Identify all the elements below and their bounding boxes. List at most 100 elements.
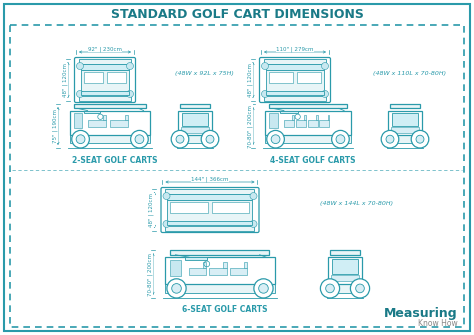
- Bar: [244, 262, 246, 268]
- Bar: [330, 250, 360, 255]
- Bar: [182, 113, 208, 126]
- Bar: [284, 121, 294, 127]
- Bar: [332, 259, 358, 274]
- Circle shape: [167, 279, 186, 298]
- Bar: [189, 268, 206, 275]
- Bar: [167, 194, 253, 200]
- Bar: [210, 268, 227, 275]
- Bar: [297, 72, 321, 83]
- Circle shape: [76, 90, 83, 97]
- Circle shape: [271, 135, 280, 144]
- FancyBboxPatch shape: [74, 58, 136, 103]
- Bar: [264, 96, 326, 101]
- Text: 48" | 120cm: 48" | 120cm: [247, 63, 253, 97]
- Circle shape: [76, 135, 85, 144]
- Circle shape: [332, 130, 349, 148]
- Bar: [165, 226, 255, 231]
- Bar: [81, 64, 129, 70]
- Bar: [392, 113, 418, 126]
- Bar: [178, 111, 212, 135]
- Bar: [292, 115, 294, 121]
- Bar: [88, 121, 106, 127]
- Text: STANDARD GOLF CART DIMENSIONS: STANDARD GOLF CART DIMENSIONS: [110, 7, 364, 20]
- Bar: [223, 262, 227, 268]
- Bar: [185, 257, 207, 260]
- Bar: [171, 250, 270, 255]
- Bar: [79, 96, 131, 101]
- Bar: [74, 104, 146, 109]
- Circle shape: [250, 193, 257, 200]
- FancyBboxPatch shape: [259, 58, 330, 103]
- Text: 48" | 120cm: 48" | 120cm: [149, 193, 154, 227]
- Text: (48W x 110L x 70-80H): (48W x 110L x 70-80H): [373, 70, 446, 75]
- Bar: [70, 135, 150, 143]
- Bar: [182, 127, 209, 133]
- Circle shape: [321, 90, 328, 97]
- Bar: [74, 113, 82, 128]
- Text: 70-80" | 200cm: 70-80" | 200cm: [147, 253, 153, 295]
- Circle shape: [201, 130, 219, 148]
- Circle shape: [135, 135, 144, 144]
- Text: 2-SEAT GOLF CARTS: 2-SEAT GOLF CARTS: [72, 155, 158, 164]
- Circle shape: [172, 284, 182, 293]
- Circle shape: [356, 284, 365, 293]
- Bar: [167, 200, 253, 224]
- Bar: [81, 70, 129, 94]
- Bar: [328, 257, 362, 284]
- Bar: [308, 121, 318, 127]
- Bar: [264, 59, 326, 64]
- Bar: [281, 111, 298, 113]
- Bar: [165, 284, 275, 293]
- Bar: [388, 111, 422, 135]
- Circle shape: [321, 63, 328, 70]
- Bar: [390, 104, 420, 109]
- Text: 110" | 279cm: 110" | 279cm: [276, 46, 314, 52]
- Bar: [266, 64, 324, 70]
- Bar: [81, 91, 129, 95]
- Bar: [266, 70, 324, 94]
- Bar: [70, 111, 150, 135]
- Circle shape: [336, 135, 345, 144]
- Circle shape: [350, 279, 370, 298]
- Circle shape: [127, 90, 134, 97]
- Circle shape: [381, 130, 399, 148]
- Bar: [103, 115, 106, 121]
- Bar: [107, 72, 126, 83]
- Circle shape: [259, 284, 268, 293]
- Bar: [265, 111, 351, 135]
- Bar: [331, 275, 359, 281]
- Bar: [304, 115, 306, 121]
- Bar: [203, 262, 206, 268]
- Circle shape: [163, 220, 170, 227]
- Circle shape: [320, 279, 339, 298]
- Circle shape: [262, 63, 268, 70]
- Bar: [167, 221, 253, 225]
- Bar: [388, 135, 422, 143]
- Circle shape: [254, 279, 273, 298]
- Text: Know How: Know How: [418, 319, 458, 328]
- Text: Measuring: Measuring: [384, 307, 458, 320]
- Bar: [125, 115, 128, 121]
- Circle shape: [76, 63, 83, 70]
- Circle shape: [386, 135, 394, 143]
- Text: 92" | 230cm: 92" | 230cm: [88, 46, 122, 52]
- Text: 70-80" | 200cm: 70-80" | 200cm: [247, 105, 253, 147]
- Bar: [265, 135, 351, 143]
- Bar: [269, 104, 346, 109]
- Circle shape: [171, 130, 189, 148]
- Bar: [328, 284, 362, 293]
- Circle shape: [176, 135, 184, 143]
- Bar: [319, 121, 329, 127]
- Text: (48W x 144L x 70-80H): (48W x 144L x 70-80H): [320, 201, 393, 205]
- Bar: [84, 72, 103, 83]
- Bar: [165, 257, 275, 284]
- Circle shape: [163, 193, 170, 200]
- Circle shape: [267, 130, 284, 148]
- Text: 48" | 120cm: 48" | 120cm: [62, 63, 68, 97]
- Bar: [296, 121, 306, 127]
- Bar: [180, 104, 210, 109]
- Circle shape: [72, 130, 90, 148]
- Bar: [178, 135, 212, 143]
- Bar: [171, 260, 182, 276]
- Bar: [165, 189, 255, 194]
